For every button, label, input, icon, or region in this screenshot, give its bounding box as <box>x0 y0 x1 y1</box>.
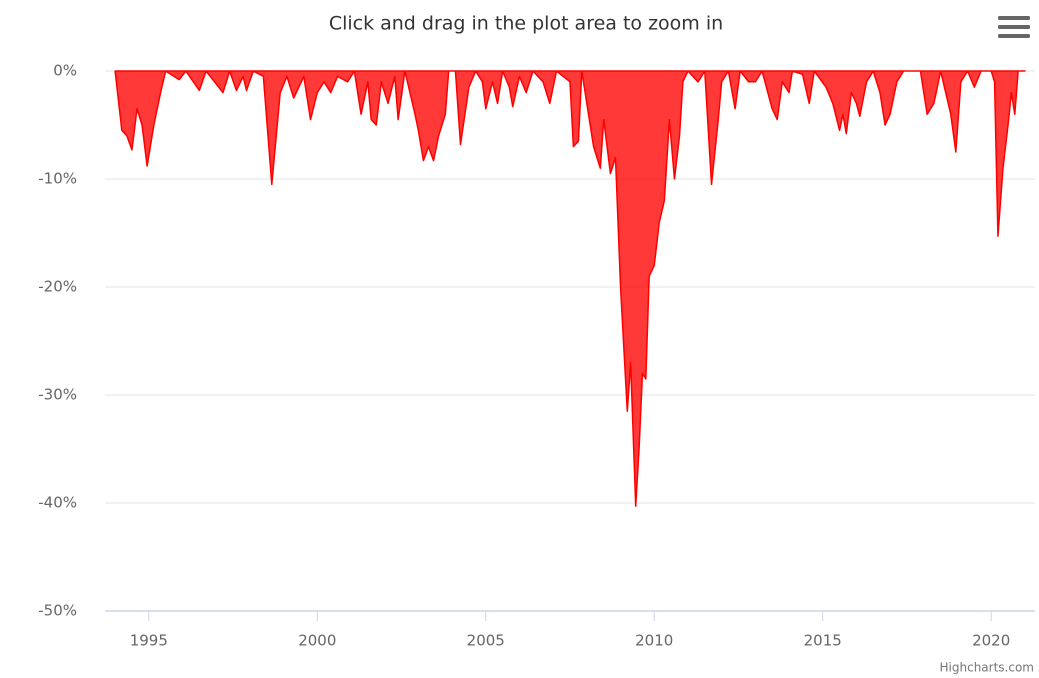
y-tick-label: -50% <box>38 602 77 620</box>
x-tick-label: 2000 <box>298 632 336 650</box>
x-tick-label: 2015 <box>804 632 842 650</box>
menu-bar <box>998 25 1030 29</box>
x-tick-label: 2020 <box>972 632 1010 650</box>
y-tick-label: -40% <box>38 494 77 512</box>
y-tick-label: 0% <box>53 62 77 80</box>
credits[interactable]: Highcharts.com <box>940 661 1034 675</box>
menu-button[interactable] <box>998 16 1030 38</box>
y-tick-label: -20% <box>38 278 77 296</box>
menu-bar <box>998 34 1030 38</box>
x-tick-label: 2010 <box>635 632 673 650</box>
x-tick-label: 2005 <box>467 632 505 650</box>
x-tick-label: 1995 <box>130 632 168 650</box>
chart-title: Click and drag in the plot area to zoom … <box>329 13 723 35</box>
y-tick-label: -30% <box>38 386 77 404</box>
y-tick-label: -10% <box>38 170 77 188</box>
drawdown-area <box>114 70 1026 507</box>
menu-bar <box>998 16 1030 20</box>
